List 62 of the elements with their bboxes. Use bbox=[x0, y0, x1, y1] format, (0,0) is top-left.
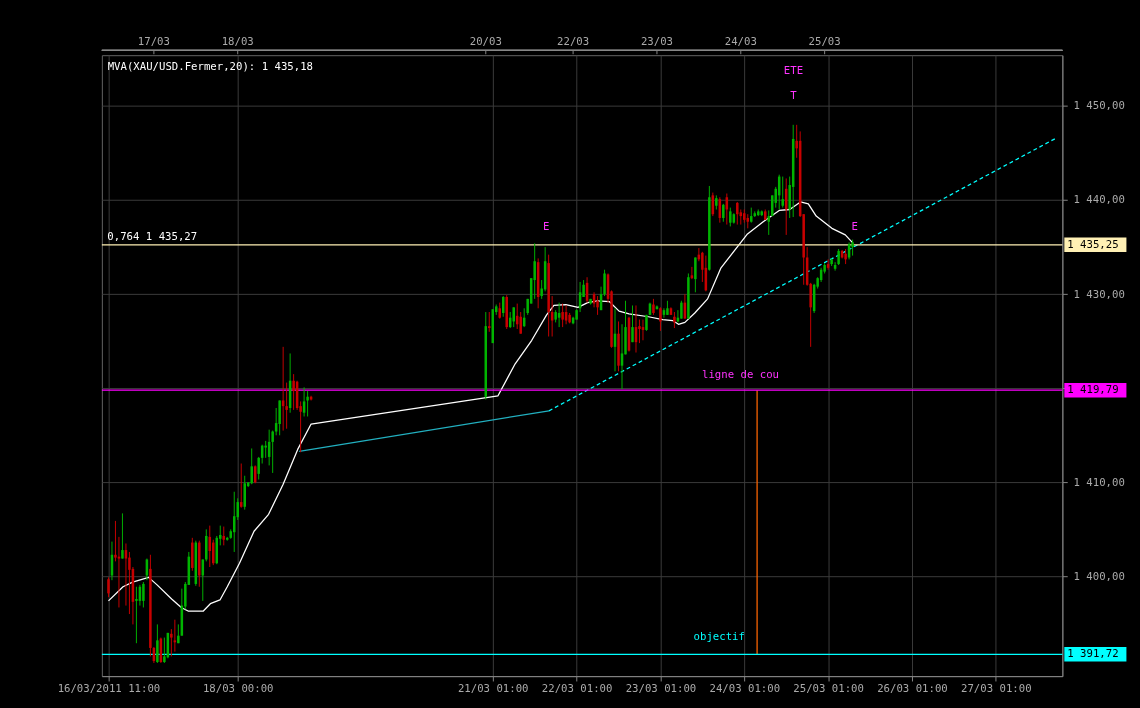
y-tick-label: 1 440,00 bbox=[1073, 193, 1125, 207]
annotation: ETE bbox=[783, 64, 804, 78]
x-tick-label: 21/03 01:00 bbox=[457, 682, 529, 696]
candlestick bbox=[533, 242, 536, 300]
candlestick bbox=[736, 201, 739, 226]
x-tick-label: 24/03 01:00 bbox=[709, 682, 781, 696]
x-tick-label: 22/03 01:00 bbox=[541, 682, 613, 696]
candlestick bbox=[512, 306, 515, 328]
annotation: MVA(XAU/USD.Fermer,20): 1 435,18 bbox=[107, 59, 314, 73]
x-tick-label: 25/03 01:00 bbox=[793, 682, 864, 696]
y-tick-label: 1 410,00 bbox=[1073, 475, 1125, 489]
candlestick bbox=[781, 176, 784, 209]
ref-line-label: 1 435,25 bbox=[1067, 237, 1119, 251]
candlestick bbox=[205, 528, 208, 562]
candlestick bbox=[250, 447, 253, 485]
x2-tick-label: 22/03 bbox=[557, 34, 590, 48]
y-tick-label: 1 430,00 bbox=[1073, 287, 1125, 301]
x2-tick-label: 20/03 bbox=[469, 34, 502, 48]
x2-tick-label: 18/03 bbox=[221, 34, 254, 48]
candlestick bbox=[257, 456, 260, 480]
x2-tick-label: 25/03 bbox=[808, 34, 841, 48]
candlestick bbox=[631, 304, 634, 343]
candlestick bbox=[243, 475, 246, 511]
annotation: 0,764 1 435,27 bbox=[107, 229, 198, 243]
candlestick bbox=[488, 311, 491, 333]
candlestick bbox=[163, 637, 166, 664]
candlestick bbox=[212, 539, 215, 566]
candlestick bbox=[135, 586, 138, 644]
candlestick bbox=[694, 256, 697, 293]
y-tick-label: 1 450,00 bbox=[1073, 99, 1125, 113]
candlestick bbox=[121, 512, 124, 560]
ref-line-label: 1 391,72 bbox=[1067, 647, 1119, 661]
candlestick bbox=[107, 576, 110, 598]
annotation: objectif bbox=[693, 630, 745, 644]
candlestick bbox=[540, 279, 543, 300]
annotation: ligne de cou bbox=[702, 367, 779, 381]
candlestick bbox=[292, 373, 295, 411]
annotation: E bbox=[851, 220, 858, 234]
x2-tick-label: 17/03 bbox=[137, 34, 170, 48]
candlestick bbox=[603, 269, 606, 297]
y-tick-label: 1 400,00 bbox=[1073, 569, 1125, 583]
x2-tick-label: 24/03 bbox=[724, 34, 757, 48]
candlestick bbox=[767, 209, 770, 236]
candlestick bbox=[561, 303, 564, 328]
candlestick bbox=[156, 623, 159, 664]
candlestick bbox=[271, 430, 274, 474]
x2-tick-label: 23/03 bbox=[640, 34, 673, 48]
x-tick-label: 26/03 01:00 bbox=[877, 682, 948, 696]
x-tick-label: 27/03 01:00 bbox=[961, 682, 1032, 696]
candlestick bbox=[278, 399, 281, 436]
x-tick-label: 23/03 01:00 bbox=[625, 682, 697, 696]
candlestick bbox=[659, 306, 662, 332]
candlestick bbox=[264, 440, 267, 459]
x-tick-label: 16/03/2011 11:00 bbox=[57, 682, 161, 696]
candlestick bbox=[729, 207, 732, 227]
annotation: T bbox=[790, 88, 798, 102]
annotation: E bbox=[543, 220, 550, 234]
candlestick bbox=[142, 581, 145, 608]
candlestick bbox=[306, 390, 309, 417]
x-tick-label: 18/03 00:00 bbox=[202, 682, 274, 696]
candlestick bbox=[596, 295, 599, 316]
ref-line-label: 1 419,79 bbox=[1067, 383, 1119, 397]
